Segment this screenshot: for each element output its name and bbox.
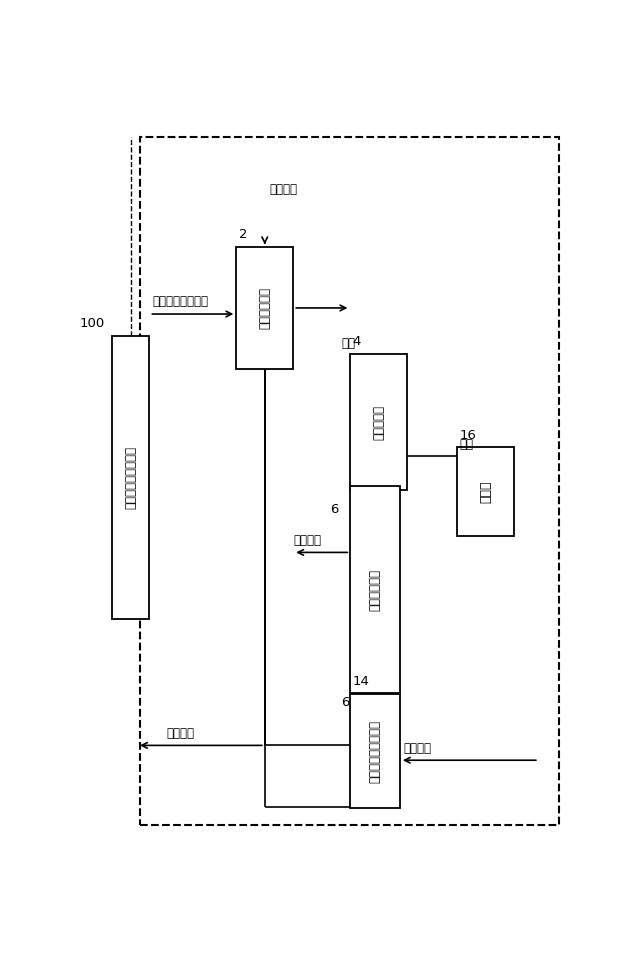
Text: 4: 4: [353, 335, 361, 348]
Text: 16: 16: [460, 428, 476, 442]
Text: 脱水素反応器: 脱水素反応器: [259, 287, 271, 329]
Text: 14: 14: [353, 675, 370, 688]
Text: 液相: 液相: [460, 438, 474, 451]
Bar: [350, 694, 400, 808]
Bar: [140, 137, 559, 825]
Text: 気液分離器: 気液分離器: [372, 404, 385, 440]
Text: 高圧コンプレッサー: 高圧コンプレッサー: [369, 720, 381, 783]
Text: 6: 6: [330, 503, 339, 516]
Bar: [112, 336, 150, 619]
Text: 2: 2: [239, 228, 247, 241]
Text: オフガス: オフガス: [293, 534, 321, 547]
Text: 100: 100: [79, 316, 105, 330]
Bar: [350, 487, 400, 692]
Text: 有機ハイドライド: 有機ハイドライド: [152, 295, 208, 308]
Text: 水素ガス: 水素ガス: [404, 742, 432, 755]
Bar: [236, 248, 293, 369]
Bar: [350, 354, 408, 490]
Text: 水素精製装置: 水素精製装置: [369, 569, 381, 611]
Text: 6: 6: [341, 696, 350, 709]
Text: 水素ガス: 水素ガス: [167, 728, 195, 740]
Text: タンク: タンク: [479, 480, 492, 503]
Text: 気相: 気相: [342, 337, 356, 350]
Text: 水素の製造システム: 水素の製造システム: [124, 445, 138, 509]
Text: 水素ガス: 水素ガス: [269, 183, 298, 196]
Bar: [457, 447, 514, 535]
